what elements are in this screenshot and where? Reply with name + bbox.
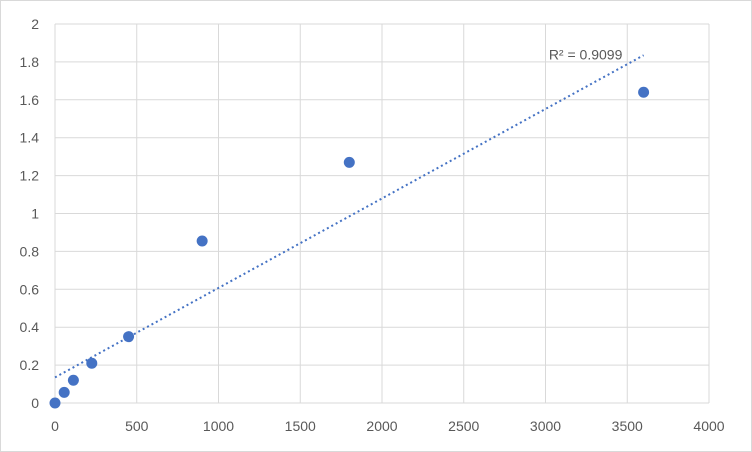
y-tick-label: 2 bbox=[31, 16, 39, 32]
y-tick-label: 1.2 bbox=[20, 168, 40, 184]
trendline-r2-label: R² = 0.9099 bbox=[549, 46, 623, 62]
y-axis-tick-labels: 0 0.2 0.4 0.6 0.8 1 1.2 1.4 1.6 1.8 2 bbox=[20, 16, 40, 411]
y-tick-label: 0.6 bbox=[20, 281, 40, 297]
data-point bbox=[86, 357, 98, 369]
x-tick-label: 500 bbox=[125, 418, 149, 434]
data-point bbox=[58, 386, 70, 398]
y-tick-label: 1.4 bbox=[20, 130, 40, 146]
gridlines bbox=[54, 23, 710, 404]
x-tick-label: 3500 bbox=[612, 418, 643, 434]
y-tick-label: 0 bbox=[31, 395, 39, 411]
data-point bbox=[123, 331, 135, 343]
x-tick-label: 3000 bbox=[530, 418, 561, 434]
data-points bbox=[49, 86, 650, 409]
data-point bbox=[196, 235, 208, 247]
x-tick-label: 2500 bbox=[448, 418, 479, 434]
trendline-group bbox=[54, 54, 645, 379]
x-tick-label: 1000 bbox=[203, 418, 234, 434]
data-point bbox=[67, 374, 79, 386]
x-axis-tick-labels: 0 500 1000 1500 2000 2500 3000 3500 4000 bbox=[51, 418, 725, 434]
y-tick-label: 0.2 bbox=[20, 357, 40, 373]
trendline bbox=[54, 54, 645, 379]
y-tick-label: 1.8 bbox=[20, 54, 40, 70]
x-tick-label: 1500 bbox=[285, 418, 316, 434]
y-tick-label: 1 bbox=[31, 206, 39, 222]
x-tick-label: 0 bbox=[51, 418, 59, 434]
y-tick-label: 0.8 bbox=[20, 243, 40, 259]
data-point bbox=[343, 156, 355, 168]
x-tick-label: 4000 bbox=[693, 418, 724, 434]
data-point bbox=[638, 86, 650, 98]
data-point bbox=[49, 397, 61, 409]
y-tick-label: 0.4 bbox=[20, 319, 40, 335]
x-tick-label: 2000 bbox=[366, 418, 397, 434]
y-tick-label: 1.6 bbox=[20, 92, 40, 108]
